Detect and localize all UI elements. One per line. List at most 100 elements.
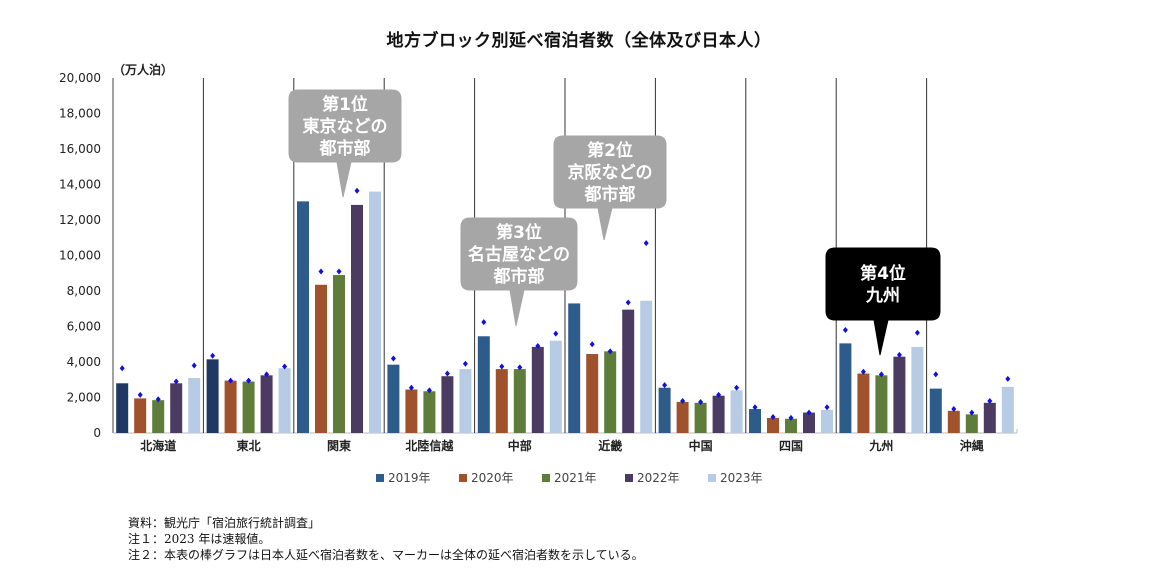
callout-中部 xyxy=(460,217,578,327)
bar-2020年-関東 xyxy=(315,284,327,433)
y-tick-label: 14,000 xyxy=(59,178,101,192)
total-marker-2019年-北陸信越 xyxy=(390,355,396,362)
x-tick-label: 中部 xyxy=(508,438,532,453)
bar-2023年-四国 xyxy=(821,409,833,433)
total-marker-2023年-近畿 xyxy=(643,240,649,247)
callout-text: 九州 xyxy=(865,286,900,306)
total-marker-2020年-関東 xyxy=(318,268,324,275)
bar-2022年-関東 xyxy=(351,204,363,433)
bar-2019年-関東 xyxy=(297,201,309,433)
y-tick-label: 6,000 xyxy=(67,320,101,334)
bar-2023年-沖縄 xyxy=(1001,386,1014,433)
y-tick-label: 0 xyxy=(93,426,101,440)
total-marker-2020年-北海道 xyxy=(137,391,143,398)
total-marker-2019年-中国 xyxy=(662,382,668,389)
legend-swatch-2023年 xyxy=(708,474,716,482)
bar-2021年-九州 xyxy=(875,375,888,433)
total-marker-2023年-沖縄 xyxy=(1005,375,1011,382)
total-marker-2023年-北海道 xyxy=(191,362,197,369)
total-marker-2020年-沖縄 xyxy=(951,406,957,413)
bar-2022年-東北 xyxy=(260,375,273,433)
bar-2022年-四国 xyxy=(803,412,815,433)
callout-関東 xyxy=(288,89,402,198)
callout-text: 都市部 xyxy=(493,266,545,287)
total-marker-2020年-北陸信越 xyxy=(408,384,414,391)
bar-2023年-近畿 xyxy=(640,300,653,433)
total-marker-2020年-東北 xyxy=(228,377,234,384)
total-marker-2022年-北海道 xyxy=(173,378,179,385)
bar-2020年-北海道 xyxy=(134,398,147,433)
bar-2022年-九州 xyxy=(893,356,906,433)
callout-九州 xyxy=(825,247,941,356)
bar-2019年-近畿 xyxy=(568,303,581,433)
bar-chart: 0 2,000 4,000 6,000 8,000 10,000 12,000 14,000 1… xyxy=(59,62,1018,485)
bar-2021年-東北 xyxy=(242,381,255,433)
callout-text: 都市部 xyxy=(319,138,371,159)
bar-2023年-東北 xyxy=(278,368,291,433)
callout-text: 第3位 xyxy=(496,222,542,243)
total-marker-2022年-関東 xyxy=(354,187,360,194)
total-marker-2023年-九州 xyxy=(914,329,920,336)
bar-2020年-中国 xyxy=(676,401,689,433)
total-marker-2022年-北陸信越 xyxy=(444,370,450,377)
total-marker-2023年-北陸信越 xyxy=(462,360,468,367)
legend-label: 2022年 xyxy=(637,471,680,485)
legend-swatch-2022年 xyxy=(625,474,633,482)
callout-text: 京阪などの xyxy=(568,162,653,183)
bar-2022年-北陸信越 xyxy=(441,376,454,433)
bar-2023年-九州 xyxy=(911,346,924,433)
total-marker-2021年-九州 xyxy=(878,371,884,378)
note-source: 資料：観光庁「宿泊旅行統計調査」 xyxy=(128,516,321,530)
legend-label: 2023年 xyxy=(720,471,763,485)
total-marker-2021年-関東 xyxy=(336,268,342,275)
total-marker-2022年-四国 xyxy=(806,409,812,416)
note-1: 注１：2023 年は速報値。 xyxy=(128,532,271,546)
bar-2020年-四国 xyxy=(767,417,779,433)
legend-swatch-2021年 xyxy=(542,474,550,482)
chart-title: 地方ブロック別延べ宿泊者数（全体及び日本人） xyxy=(386,31,772,51)
legend-label: 2020年 xyxy=(471,471,514,485)
bar-2019年-沖縄 xyxy=(929,388,942,433)
bar-2020年-近畿 xyxy=(586,354,599,433)
total-marker-2019年-中部 xyxy=(481,319,487,326)
source-notes: 資料：観光庁「宿泊旅行統計調査」 注１：2023 年は速報値。 注２：本表の棒グ… xyxy=(128,515,644,563)
y-tick-label: 20,000 xyxy=(59,71,101,85)
total-marker-2020年-近畿 xyxy=(589,341,595,348)
bar-2021年-北海道 xyxy=(152,400,165,433)
legend-label: 2019年 xyxy=(388,471,431,485)
total-marker-2021年-四国 xyxy=(788,414,794,421)
bar-2020年-沖縄 xyxy=(947,410,960,433)
total-marker-2022年-中部 xyxy=(535,343,541,350)
x-tick-label: 北陸信越 xyxy=(405,438,454,453)
callout-text: 第1位 xyxy=(322,94,368,115)
y-tick-label: 16,000 xyxy=(59,142,101,156)
bar-2021年-沖縄 xyxy=(965,414,978,433)
x-tick-label: 沖縄 xyxy=(960,438,984,453)
callout-text: 都市部 xyxy=(584,184,636,205)
total-marker-2021年-中部 xyxy=(517,364,523,371)
total-marker-2021年-北海道 xyxy=(155,396,161,403)
y-tick-label: 10,000 xyxy=(59,249,101,263)
bar-2020年-北陸信越 xyxy=(405,389,418,433)
legend-swatch-2020年 xyxy=(459,474,467,482)
bar-2021年-中国 xyxy=(694,402,707,433)
callout-text: 東京などの xyxy=(303,116,388,137)
total-marker-2023年-中国 xyxy=(734,384,740,391)
total-marker-2020年-九州 xyxy=(860,368,866,375)
total-marker-2022年-九州 xyxy=(896,351,902,358)
callout-text: 名古屋などの xyxy=(468,244,570,265)
y-tick-label: 4,000 xyxy=(67,355,101,369)
legend-label: 2021年 xyxy=(554,471,597,485)
bar-2021年-関東 xyxy=(333,275,345,433)
total-marker-2023年-四国 xyxy=(824,404,830,411)
total-marker-2021年-中国 xyxy=(698,398,704,405)
bar-2019年-北海道 xyxy=(116,383,129,433)
bar-2022年-北海道 xyxy=(170,383,183,433)
total-marker-2020年-四国 xyxy=(770,414,776,421)
x-tick-label: 東北 xyxy=(237,438,261,453)
x-tick-label: 四国 xyxy=(779,439,803,453)
bar-2019年-九州 xyxy=(839,343,852,433)
x-tick-label: 近畿 xyxy=(598,438,622,453)
y-tick-label: 12,000 xyxy=(59,213,101,227)
